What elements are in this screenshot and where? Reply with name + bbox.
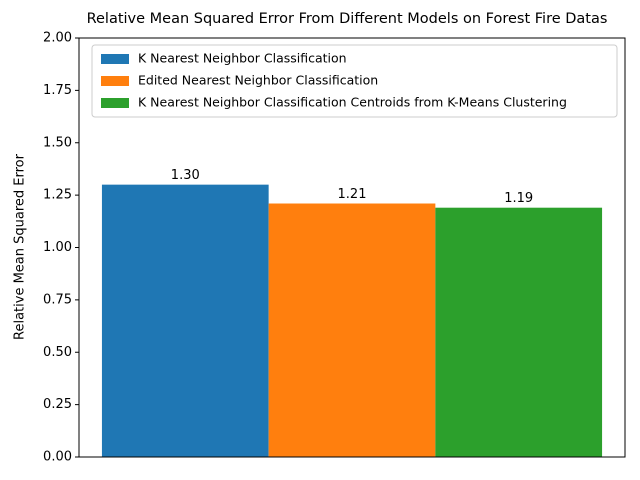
- y-tick-label: 1.00: [43, 240, 72, 255]
- value-label: 1.21: [338, 187, 367, 202]
- legend-label: K Nearest Neighbor Classification Centro…: [138, 95, 567, 110]
- plot-frame: [78, 37, 626, 458]
- bar: [435, 207, 603, 457]
- y-tick-label: 0.75: [43, 292, 72, 307]
- legend-swatch: [101, 76, 129, 86]
- y-tick-label: 1.25: [43, 188, 72, 203]
- legend-swatch: [101, 54, 129, 64]
- y-tick-label: 0.25: [43, 397, 72, 412]
- legend-swatch: [101, 98, 129, 108]
- legend-label: K Nearest Neighbor Classification: [138, 51, 347, 66]
- legend-label: Edited Nearest Neighbor Classification: [138, 73, 378, 88]
- y-tick-label: 2.00: [43, 31, 72, 46]
- y-tick-label: 0.00: [43, 450, 72, 465]
- bar: [268, 203, 436, 457]
- chart-title: Relative Mean Squared Error From Differe…: [87, 11, 608, 27]
- bar: [101, 184, 269, 457]
- value-label: 1.30: [171, 168, 200, 183]
- y-tick-label: 1.75: [43, 83, 72, 98]
- value-label: 1.19: [504, 191, 533, 206]
- y-tick-label: 0.50: [43, 345, 72, 360]
- legend-box: [91, 44, 618, 118]
- y-tick-label: 1.50: [43, 135, 72, 150]
- y-axis-label: Relative Mean Squared Error: [13, 153, 28, 340]
